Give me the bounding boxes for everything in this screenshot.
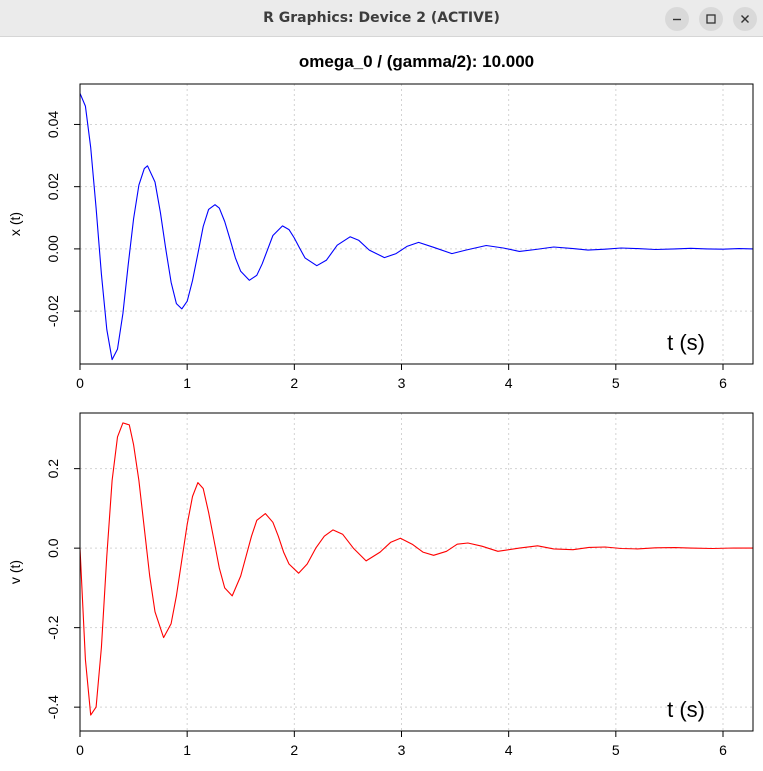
y-tick-label: 0.2 xyxy=(45,459,61,479)
plot-canvas: omega_0 / (gamma/2): 10.000 0 1 2 3 4 5 6 -0.02 0… xyxy=(7,52,754,758)
x-tick-label: 5 xyxy=(612,742,620,758)
x-tick-label: 3 xyxy=(398,375,406,391)
x-tick-label: 4 xyxy=(505,375,513,391)
y-tick-label: 0.0 xyxy=(45,538,61,558)
y-axis-label: x (t) xyxy=(7,212,23,236)
x-tick-label: 2 xyxy=(290,742,298,758)
plot-frame xyxy=(79,412,754,732)
x-tick-label: 6 xyxy=(719,742,727,758)
close-button[interactable] xyxy=(733,7,757,31)
time-annotation: t (s) xyxy=(667,697,705,722)
window-titlebar: R Graphics: Device 2 (ACTIVE) xyxy=(0,0,763,37)
y-tick-label: -0.02 xyxy=(45,295,61,327)
series-line xyxy=(79,93,754,361)
x-tick-label: 1 xyxy=(183,742,191,758)
y-tick-label: -0.2 xyxy=(45,615,61,639)
close-icon xyxy=(741,15,749,23)
x-tick-label: 0 xyxy=(76,375,84,391)
time-annotation: t (s) xyxy=(667,330,705,355)
minimize-icon xyxy=(673,18,681,21)
y-tick-label: -0.4 xyxy=(45,695,61,719)
plot-frame xyxy=(79,83,754,365)
x-tick-label: 2 xyxy=(290,375,298,391)
y-axis-label: v (t) xyxy=(7,560,23,584)
series-line xyxy=(79,422,754,716)
x-tick-label: 5 xyxy=(612,375,620,391)
x-tick-label: 4 xyxy=(505,742,513,758)
chart-panel-2: 0 1 2 3 4 5 6 -0.4 -0.2 0.0 0.2 v (t) t (s) xyxy=(7,412,754,758)
y-tick-label: 0.00 xyxy=(45,235,61,262)
x-tick-label: 0 xyxy=(76,742,84,758)
chart-title: omega_0 / (gamma/2): 10.000 xyxy=(299,52,534,71)
x-tick-label: 3 xyxy=(398,742,406,758)
window-title: R Graphics: Device 2 (ACTIVE) xyxy=(263,10,500,26)
y-tick-label: 0.02 xyxy=(45,173,61,200)
y-tick-label: 0.04 xyxy=(45,111,61,138)
maximize-button[interactable] xyxy=(699,7,723,31)
x-tick-label: 1 xyxy=(183,375,191,391)
chart-panel-1: omega_0 / (gamma/2): 10.000 0 1 2 3 4 5 6 -0.02 0… xyxy=(7,52,754,391)
minimize-button[interactable] xyxy=(665,7,689,31)
maximize-icon xyxy=(706,14,716,24)
x-tick-label: 6 xyxy=(719,375,727,391)
